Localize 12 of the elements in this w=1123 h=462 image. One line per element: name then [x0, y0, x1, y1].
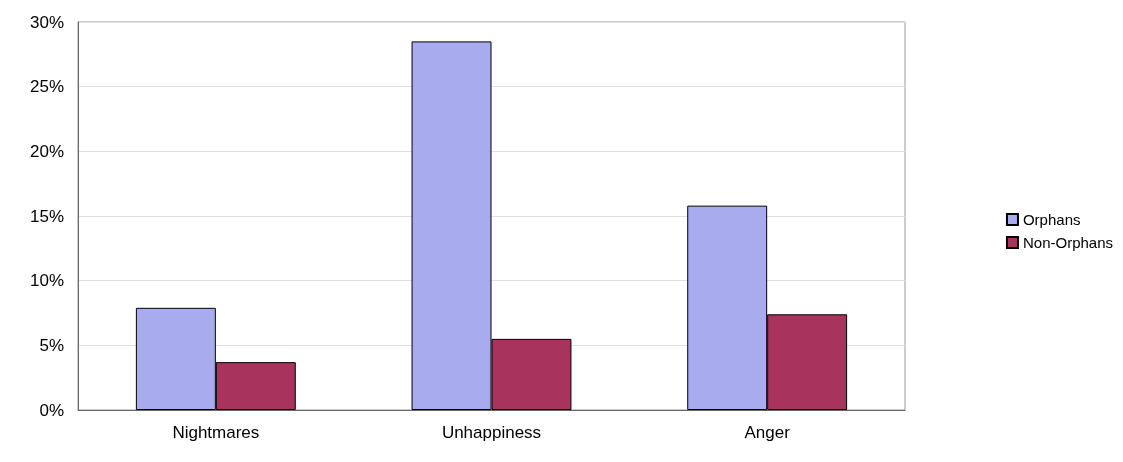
- y-tick-label: 5%: [39, 335, 64, 355]
- x-tick-label: Anger: [744, 423, 791, 442]
- legend-label: Orphans: [1022, 211, 1081, 228]
- y-tick-label: 15%: [29, 206, 64, 226]
- legend-label: Non-Orphans: [1022, 234, 1113, 251]
- y-tick-label: 0%: [39, 400, 64, 420]
- x-tick-label: Unhappiness: [441, 423, 542, 442]
- y-tick-label: 25%: [29, 77, 64, 97]
- y-tick-label: 30%: [29, 12, 64, 32]
- y-tick-label: 20%: [29, 141, 64, 161]
- x-tick-label: Nightmares: [172, 423, 260, 442]
- y-tick-label: 10%: [29, 271, 64, 291]
